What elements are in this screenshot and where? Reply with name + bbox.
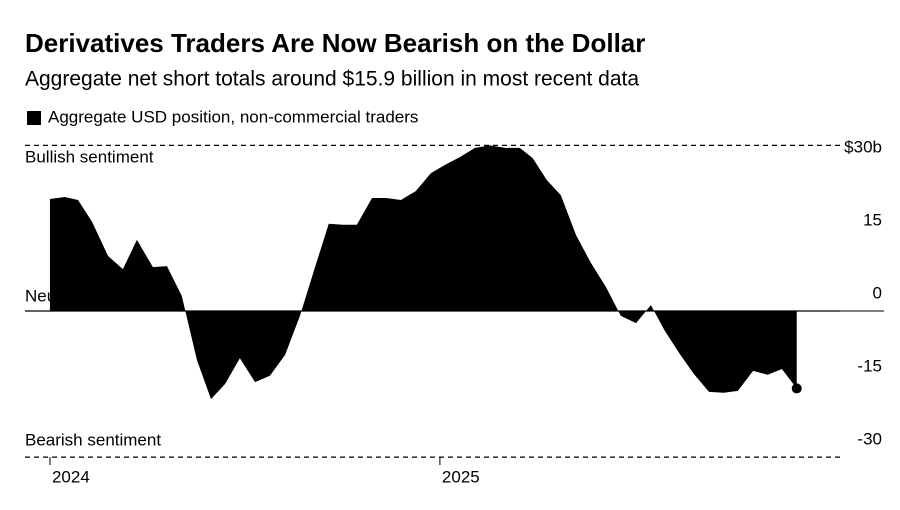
end-dot xyxy=(791,383,802,394)
x-tick-label: 2025 xyxy=(442,468,480,487)
chart-title: Derivatives Traders Are Now Bearish on t… xyxy=(25,28,645,58)
annotation: Bullish sentiment xyxy=(25,147,154,166)
y-tick-label: 0 xyxy=(873,283,882,302)
area xyxy=(49,145,797,400)
annotation: Bearish sentiment xyxy=(25,430,161,449)
legend-swatch xyxy=(27,111,41,125)
legend-label: Aggregate USD position, non-commercial t… xyxy=(48,107,418,126)
y-tick-label: -15 xyxy=(857,357,882,376)
annotation: Neutral xyxy=(25,286,80,305)
x-tick-label: 2024 xyxy=(52,468,90,487)
y-tick-label: -30 xyxy=(857,430,882,449)
y-tick-label: 15 xyxy=(863,210,882,229)
chart-subtitle: Aggregate net short totals around $15.9 … xyxy=(25,68,639,91)
y-tick-label: $30b xyxy=(844,137,882,156)
